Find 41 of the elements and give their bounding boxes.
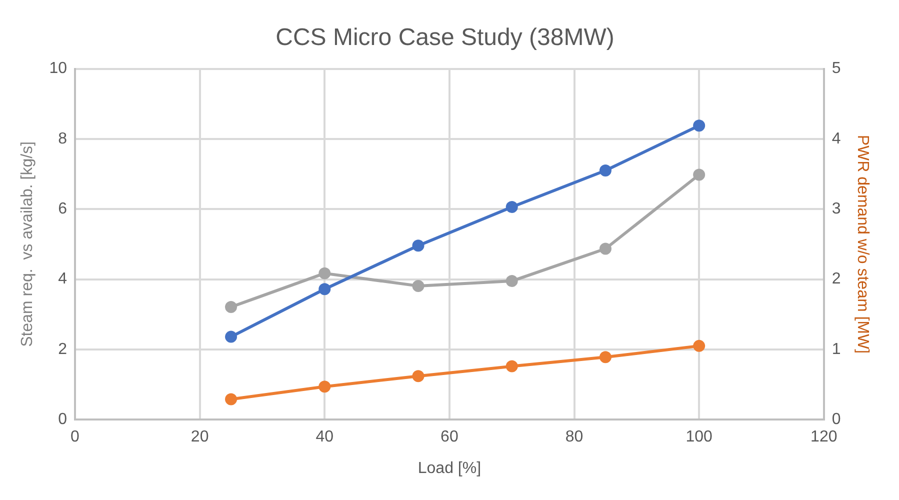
x-tick-label: 0 <box>70 428 80 446</box>
point <box>506 360 518 372</box>
point <box>412 280 424 292</box>
x-axis-title: Load [%] <box>418 460 482 477</box>
point <box>318 380 331 393</box>
y-axis-title: Steam req. vs availab. [kg/s] <box>19 141 36 347</box>
point <box>693 340 706 352</box>
point <box>693 120 706 132</box>
point <box>599 164 612 177</box>
y-tick-label: 4 <box>58 270 68 288</box>
point <box>225 300 238 313</box>
x-tick-label: 80 <box>565 428 584 446</box>
point <box>225 330 238 343</box>
y-tick-label: 2 <box>58 340 68 358</box>
y2-tick-label: 2 <box>832 270 841 288</box>
y-tick-label: 6 <box>58 200 68 218</box>
point <box>599 351 612 364</box>
x-tick-label: 20 <box>190 428 209 446</box>
point <box>412 370 424 382</box>
point <box>599 242 612 255</box>
y2-tick-label: 3 <box>832 200 841 218</box>
y-tick-label: 8 <box>58 130 68 148</box>
y2-tick-label: 1 <box>832 340 841 358</box>
x-tick-label: 40 <box>316 428 334 446</box>
y2-tick-label: 5 <box>832 60 841 78</box>
point <box>693 168 706 181</box>
y-tick-label: 0 <box>58 411 68 428</box>
point <box>318 267 331 280</box>
x-tick-label: 100 <box>686 428 713 446</box>
y2-axis-title: PWR demand w/o steam [MW] <box>854 134 871 354</box>
point <box>318 283 331 296</box>
point <box>506 275 518 288</box>
x-tick-label: 120 <box>810 428 838 446</box>
point <box>225 393 238 406</box>
y-tick-label: 10 <box>49 60 68 78</box>
chart-title: CCS Micro Case Study (38MW) <box>276 24 614 52</box>
point <box>412 240 424 252</box>
y2-tick-label: 4 <box>832 130 841 148</box>
y2-tick-label: 0 <box>832 411 841 428</box>
x-tick-label: 60 <box>440 428 458 446</box>
point <box>506 201 518 214</box>
